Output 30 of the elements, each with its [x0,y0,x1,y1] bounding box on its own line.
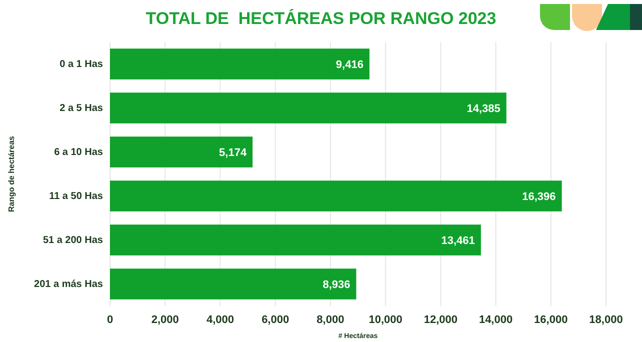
bar [110,224,481,256]
data-label: 9,416 [336,58,364,71]
bar [110,136,253,168]
chart-title: TOTAL DE HECTÁREAS POR RANGO 2023 [146,8,496,28]
x-tick-label: 10,000 [368,314,402,326]
x-tick-label: 0 [106,314,114,326]
data-label: 13,461 [441,234,475,247]
y-axis-title: Rango de hectáreas [7,135,16,212]
bar [110,180,562,212]
x-tick-label: 6,000 [262,314,290,326]
y-tick-label: 11 a 50 Has [49,191,104,202]
y-tick-label: 2 a 5 Has [60,103,104,114]
bar [110,92,506,124]
data-label: 14,385 [466,102,500,115]
data-label: 16,396 [522,190,556,203]
x-tick-label: 8,000 [316,314,344,326]
data-label: 5,174 [219,146,248,159]
x-tick-label: 4,000 [206,314,234,326]
y-tick-label: 51 a 200 Has [42,235,104,246]
x-tick-label: 14,000 [478,314,513,326]
bar [110,48,370,80]
x-tick-label: 16,000 [534,314,568,326]
y-tick-label: 0 a 1 Has [60,59,104,70]
y-tick-label: 6 a 10 Has [54,147,104,158]
y-tick-label: 201 a más Has [34,279,104,290]
x-tick-label: 12,000 [424,314,458,326]
x-tick-label: 2,000 [151,314,179,326]
bar [110,268,356,300]
data-label: 8,936 [322,278,350,291]
x-tick-label: 18,000 [589,314,623,326]
